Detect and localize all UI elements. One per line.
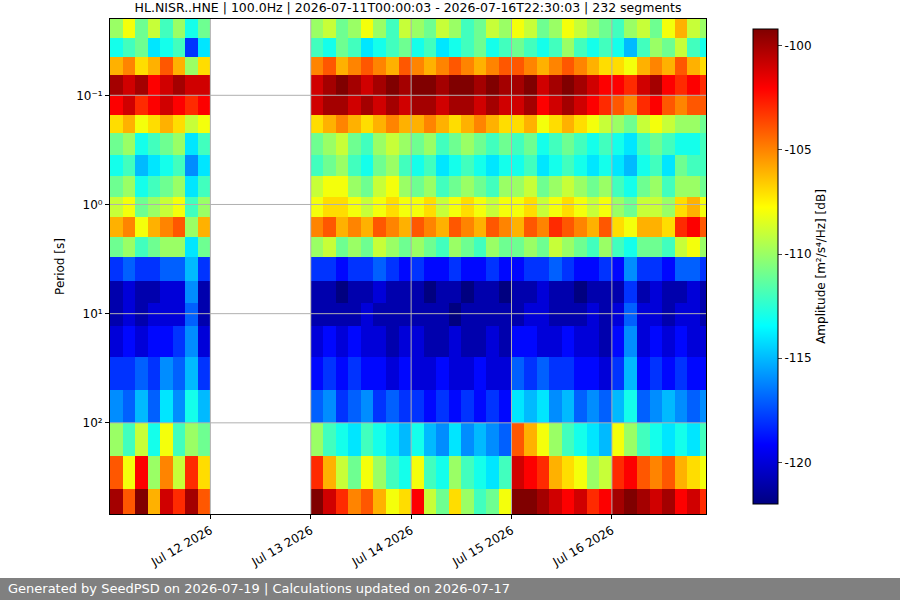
svg-text:Amplitude [m²/s⁴/Hz] [dB]: Amplitude [m²/s⁴/Hz] [dB] (814, 189, 828, 344)
svg-text:10⁰: 10⁰ (83, 198, 103, 212)
svg-text:Jul 16 2026: Jul 16 2026 (550, 523, 617, 570)
svg-text:Jul 12 2026: Jul 12 2026 (148, 523, 215, 570)
svg-text:-115: -115 (784, 351, 811, 365)
svg-text:Jul 13 2026: Jul 13 2026 (249, 523, 316, 570)
html-text:Generated by SeedPSD on 2026-0: Generated by SeedPSD on 2026-07-19 | Cal… (8, 581, 510, 596)
svg-text:10⁻¹: 10⁻¹ (76, 89, 103, 103)
svg-text:Jul 15 2026: Jul 15 2026 (449, 523, 516, 570)
svg-text:Period [s]: Period [s] (53, 238, 67, 295)
svg-text:-120: -120 (784, 456, 811, 470)
svg-text:-110: -110 (784, 247, 811, 261)
svg-text:Jul 14 2026: Jul 14 2026 (349, 523, 416, 570)
svg-text:-105: -105 (784, 143, 811, 157)
svg-text:HL.NISR..HNE | 100.0Hz | 2026-: HL.NISR..HNE | 100.0Hz | 2026-07-11T00:0… (135, 0, 682, 15)
svg-text:10²: 10² (83, 416, 103, 430)
svg-text:-100: -100 (784, 39, 811, 53)
svg-text:10¹: 10¹ (83, 307, 103, 321)
